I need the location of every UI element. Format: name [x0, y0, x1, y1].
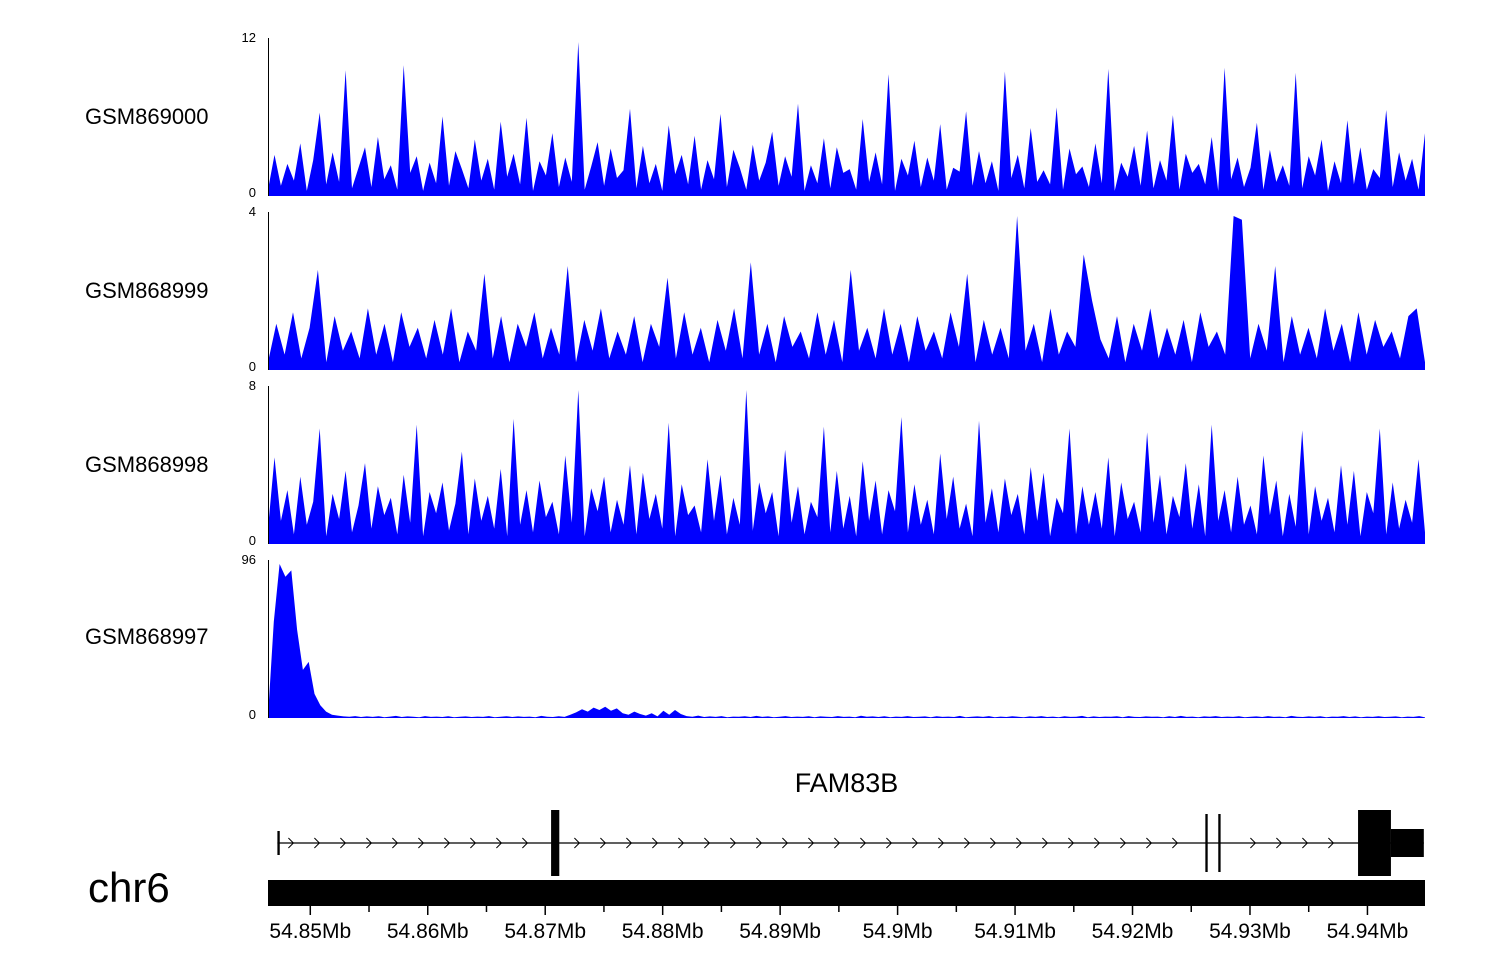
strand-arrow-icon: [1328, 837, 1335, 849]
strand-arrow-icon: [1120, 837, 1127, 849]
axis-tick-label: 54.85Mb: [269, 920, 351, 943]
strand-arrow-icon: [1042, 837, 1049, 849]
strand-arrow-icon: [912, 837, 919, 849]
gene-exon: [1358, 810, 1391, 876]
strand-arrow-icon: [678, 837, 685, 849]
strand-arrow-icon: [938, 837, 945, 849]
strand-arrow-icon: [1302, 837, 1309, 849]
strand-arrow-icon: [470, 837, 477, 849]
axis-tick-label: 54.87Mb: [504, 920, 586, 943]
track2-ymax-label: 4: [248, 204, 256, 219]
signal-plot-gsm869000: [268, 38, 1425, 196]
strand-arrow-icon: [834, 837, 841, 849]
chromosome-bar: [268, 880, 1425, 906]
genome-axis-track: 54.85Mb 54.86Mb 54.87Mb 54.88Mb 54.89Mb 54.9M…: [268, 880, 1425, 943]
gene-exon: [551, 810, 560, 876]
strand-arrow-icon: [496, 837, 503, 849]
signal-area: [268, 564, 1425, 718]
strand-arrow-icon: [574, 837, 581, 849]
gene-name-title: FAM83B: [794, 768, 899, 798]
strand-arrow-icon: [340, 837, 347, 849]
track-label-gsm869000: GSM869000: [85, 104, 209, 129]
strand-arrow-icon: [522, 837, 529, 849]
track3-y0-label: 0: [248, 533, 256, 548]
strand-arrow-icon: [990, 837, 997, 849]
gene-exon: [277, 831, 280, 855]
signal-plot-gsm868998: [268, 386, 1425, 544]
track4-ymax-label: 96: [241, 552, 256, 567]
axis-tick-label: 54.9Mb: [863, 920, 933, 943]
strand-arrow-icon: [392, 837, 399, 849]
track-label-gsm868997: GSM868997: [85, 624, 209, 649]
track1-y0-label: 0: [248, 185, 256, 200]
axis-tick-label: 54.88Mb: [622, 920, 704, 943]
strand-arrow-icon: [1250, 837, 1257, 849]
strand-arrow-icon: [704, 837, 711, 849]
strand-arrow-icon: [782, 837, 789, 849]
track-label-gsm868999: GSM868999: [85, 278, 209, 303]
strand-arrow-icon: [1146, 837, 1153, 849]
track-label-gsm868998: GSM868998: [85, 452, 209, 477]
strand-arrow-icon: [730, 837, 737, 849]
track3-ymax-label: 8: [248, 378, 256, 393]
track4-y0-label: 0: [248, 707, 256, 722]
strand-arrow-icon: [886, 837, 893, 849]
strand-arrow-icon: [314, 837, 321, 849]
strand-arrow-icon: [652, 837, 659, 849]
signal-area: [268, 216, 1425, 370]
strand-arrow-icon: [626, 837, 633, 849]
strand-arrow-icon: [808, 837, 815, 849]
gene-exon: [1390, 829, 1424, 857]
strand-arrow-icon: [1276, 837, 1283, 849]
strand-arrow-icon: [1094, 837, 1101, 849]
signal-area: [268, 390, 1425, 544]
gene-exon: [1218, 814, 1221, 872]
axis-tick-label: 54.89Mb: [739, 920, 821, 943]
strand-arrow-icon: [964, 837, 971, 849]
gene-exon: [1205, 814, 1208, 872]
axis-tick-label: 54.93Mb: [1209, 920, 1291, 943]
axis-tick-label: 54.86Mb: [387, 920, 469, 943]
track2-y0-label: 0: [248, 359, 256, 374]
signal-plot-gsm868999: [268, 212, 1425, 370]
strand-arrow-icon: [756, 837, 763, 849]
strand-arrow-icon: [418, 837, 425, 849]
axis-tick-label: 54.91Mb: [974, 920, 1056, 943]
strand-arrow-icon: [1172, 837, 1179, 849]
strand-arrow-icon: [600, 837, 607, 849]
track1-ymax-label: 12: [241, 30, 256, 45]
strand-arrow-icon: [1068, 837, 1075, 849]
strand-arrow-icon: [288, 837, 295, 849]
chromosome-label: chr6: [88, 864, 170, 911]
strand-arrow-icon: [444, 837, 451, 849]
signal-area: [268, 42, 1425, 196]
axis-tick-label: 54.92Mb: [1092, 920, 1174, 943]
axis-tick-label: 54.94Mb: [1327, 920, 1409, 943]
gene-model-track: [277, 810, 1424, 876]
strand-arrow-icon: [860, 837, 867, 849]
strand-arrow-icon: [1016, 837, 1023, 849]
strand-arrow-icon: [366, 837, 373, 849]
signal-plot-gsm868997: [268, 560, 1425, 718]
